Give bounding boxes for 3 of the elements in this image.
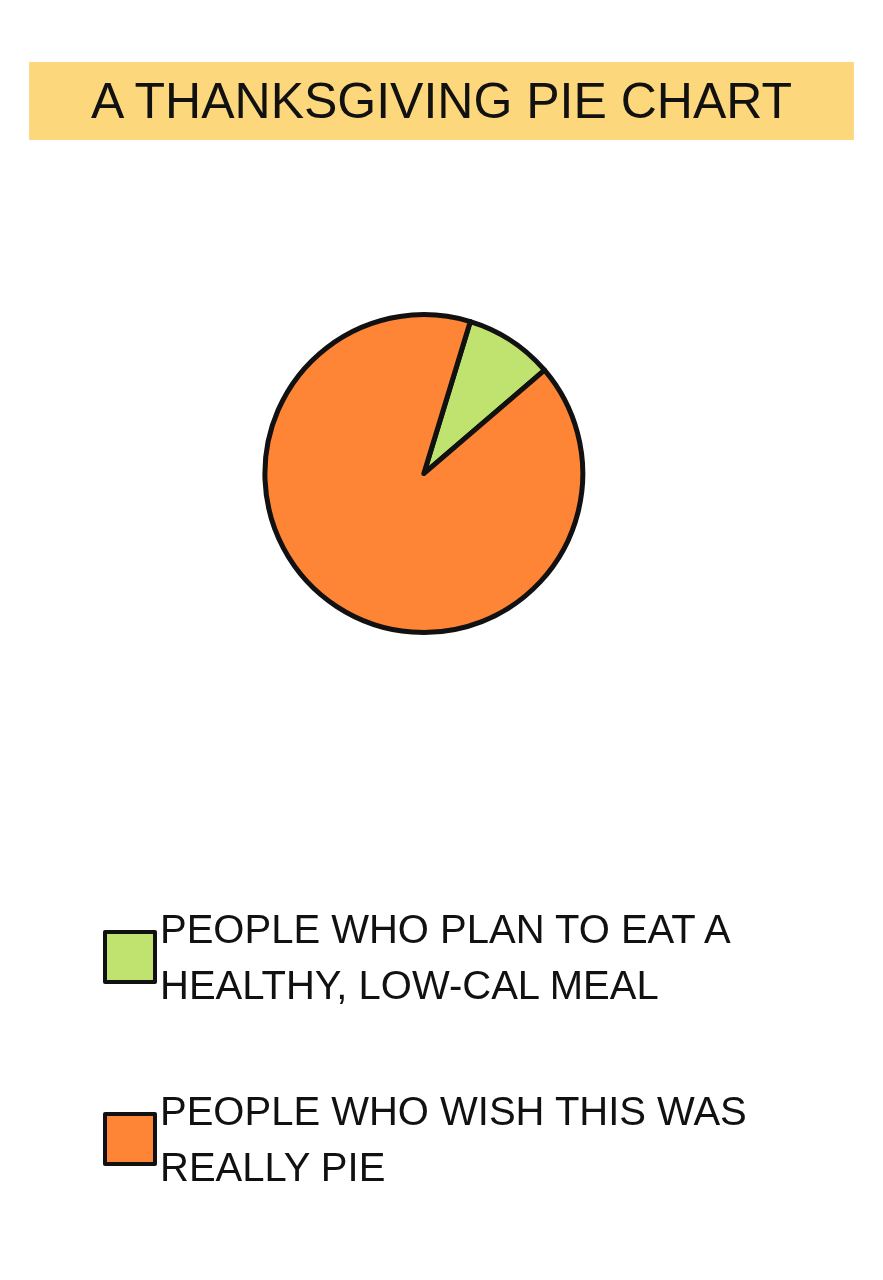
legend-label: PEOPLE WHO WISH THIS WAS REALLY PIE: [160, 1089, 758, 1189]
legend-label: PEOPLE WHO PLAN TO EAT A HEALTHY, LOW-CAL MEAL: [160, 907, 740, 1007]
chart-title: A THANKSGIVING PIE CHART: [90, 73, 793, 129]
